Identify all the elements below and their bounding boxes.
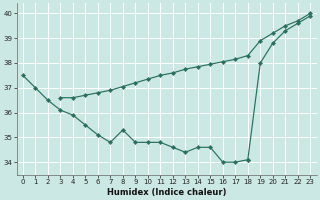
X-axis label: Humidex (Indice chaleur): Humidex (Indice chaleur) (107, 188, 226, 197)
